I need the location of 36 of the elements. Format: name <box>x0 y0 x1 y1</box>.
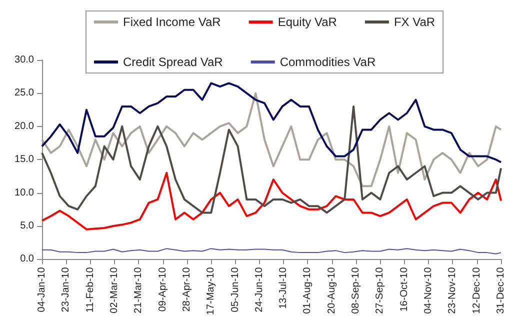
y-tick-label: 25.0 <box>14 88 34 99</box>
y-tick-label: 20.0 <box>14 120 34 132</box>
x-tick-label: 04-Nov-10 <box>423 266 434 314</box>
x-tick-label: 09-Apr-10 <box>157 266 168 312</box>
legend-label: Commodities VaR <box>280 55 376 69</box>
line-series <box>41 82 502 164</box>
x-tick-label: 01-Aug-10 <box>302 266 314 314</box>
x-tick-label: 12-Dec-10 <box>471 266 482 314</box>
x-tick-label: 28-Apr-10 <box>181 266 192 312</box>
x-tick-label: 13-Jul-10 <box>278 266 290 309</box>
x-tick-label: 31-Dec-10 <box>496 266 506 314</box>
x-tick-label: 23-Jan-10 <box>60 266 72 312</box>
x-tick-label: 27-Sep-10 <box>374 266 386 314</box>
x-tick-label: 08-Sep-10 <box>350 266 362 314</box>
x-tick-label: 16-Oct-10 <box>398 266 410 312</box>
legend-label: Fixed Income VaR <box>123 15 222 29</box>
line-series <box>41 105 502 214</box>
x-tick-label: 04-Jan-10 <box>36 266 48 312</box>
x-tick-label: 11-Feb-10 <box>84 266 96 313</box>
legend-label: Credit Spread VaR <box>123 55 224 69</box>
x-tick-label: 17-May-10 <box>206 266 217 316</box>
y-tick-label: 0.0 <box>20 254 34 265</box>
line-series <box>41 92 502 188</box>
legend-label: Equity VaR <box>278 15 338 29</box>
y-tick-label: 5.0 <box>20 220 34 232</box>
line-series <box>41 172 502 230</box>
y-tick-label: 10.0 <box>14 187 34 198</box>
x-tick-label: 21-Mar-10 <box>133 266 144 314</box>
y-tick-label: 30.0 <box>14 54 34 66</box>
x-tick-label: 05-Jun-10 <box>230 266 241 312</box>
x-tick-label: 02-Mar-10 <box>108 266 120 314</box>
y-tick-label: 15.0 <box>14 154 34 166</box>
x-tick-label: 20-Aug-10 <box>326 266 338 314</box>
x-tick-label: 23-Nov-10 <box>447 266 458 314</box>
x-tick-label: 24-Jun-10 <box>254 266 265 312</box>
legend-label: FX VaR <box>394 15 436 29</box>
